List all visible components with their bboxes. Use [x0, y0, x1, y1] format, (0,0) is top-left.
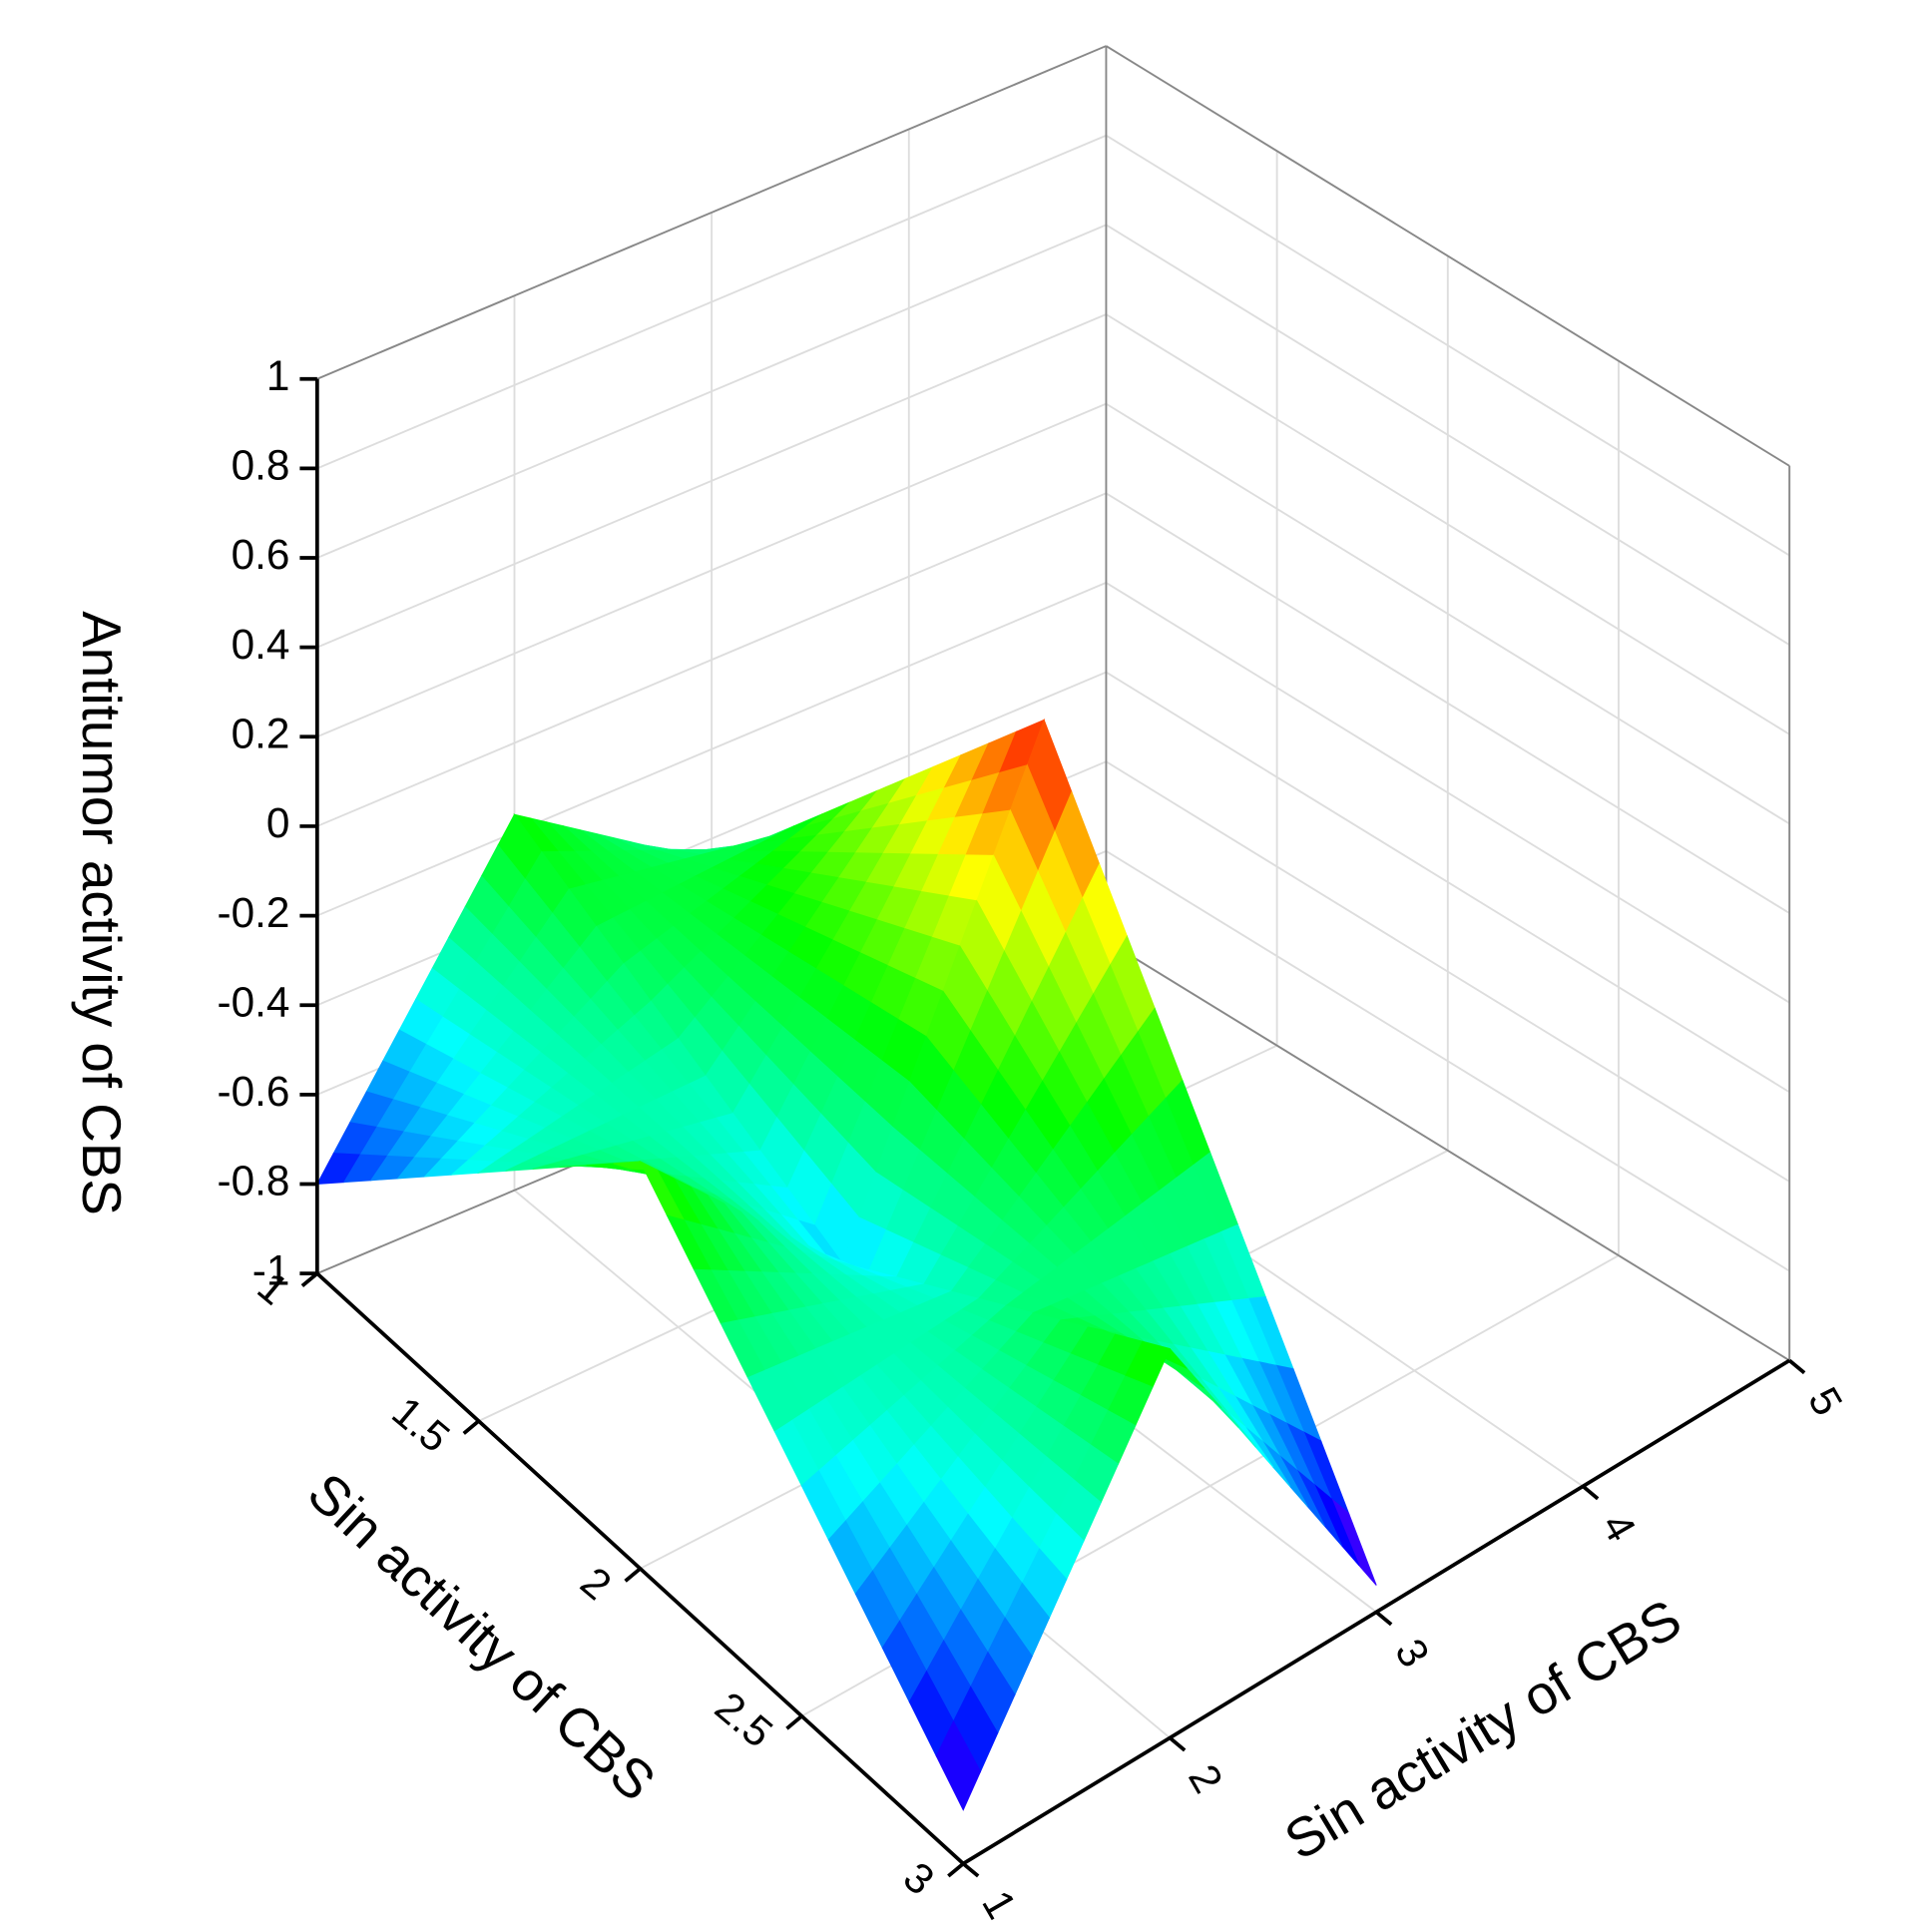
surface-patch [935, 1719, 982, 1811]
x-tick [1375, 1610, 1393, 1627]
y-tick [947, 1862, 965, 1878]
y-tick-label: 3 [895, 1853, 943, 1904]
y-axis-title: Sin activity of CBS [296, 1461, 668, 1813]
z-tick-label: -0.8 [218, 1158, 290, 1205]
x-tick [1169, 1736, 1187, 1752]
x-tick-label: 1 [973, 1882, 1025, 1926]
y-tick-label: 2.5 [707, 1683, 781, 1756]
z-axis-title: Antitumor activity of CBS [71, 611, 133, 1215]
y-tick-label: 1.5 [383, 1388, 458, 1462]
z-tick-label: 0.8 [232, 442, 290, 489]
z-tick-label: 0.6 [232, 531, 290, 578]
x-tick-label: 2 [1180, 1756, 1231, 1800]
x-tick [1582, 1484, 1600, 1501]
z-tick-label: 1 [266, 352, 290, 399]
y-tick [624, 1567, 642, 1583]
z-tick-label: -0.6 [218, 1068, 290, 1115]
x-tick-label: 3 [1386, 1631, 1438, 1675]
y-tick [300, 1271, 319, 1288]
box-edge [1105, 939, 1790, 1362]
z-tick-label: -1 [252, 1246, 290, 1293]
y-tick-label: 2 [572, 1558, 620, 1609]
z-tick-label: -0.4 [218, 978, 290, 1025]
y-tick [462, 1419, 480, 1435]
x-tick-label: 4 [1593, 1505, 1645, 1549]
box-edge [316, 45, 1107, 380]
x-tick [962, 1862, 980, 1878]
x-axis-title: Sin activity of CBS [1274, 1587, 1691, 1871]
z-tick-label: 0.2 [232, 710, 290, 756]
x-tick [1787, 1358, 1806, 1375]
z-tick-label: 0.4 [232, 621, 290, 668]
box-edge [1105, 45, 1790, 467]
y-tick [785, 1714, 803, 1730]
z-tick-label: 0 [266, 799, 290, 846]
x-tick-label: 5 [1799, 1379, 1851, 1423]
z-tick-label: -0.2 [218, 889, 290, 936]
